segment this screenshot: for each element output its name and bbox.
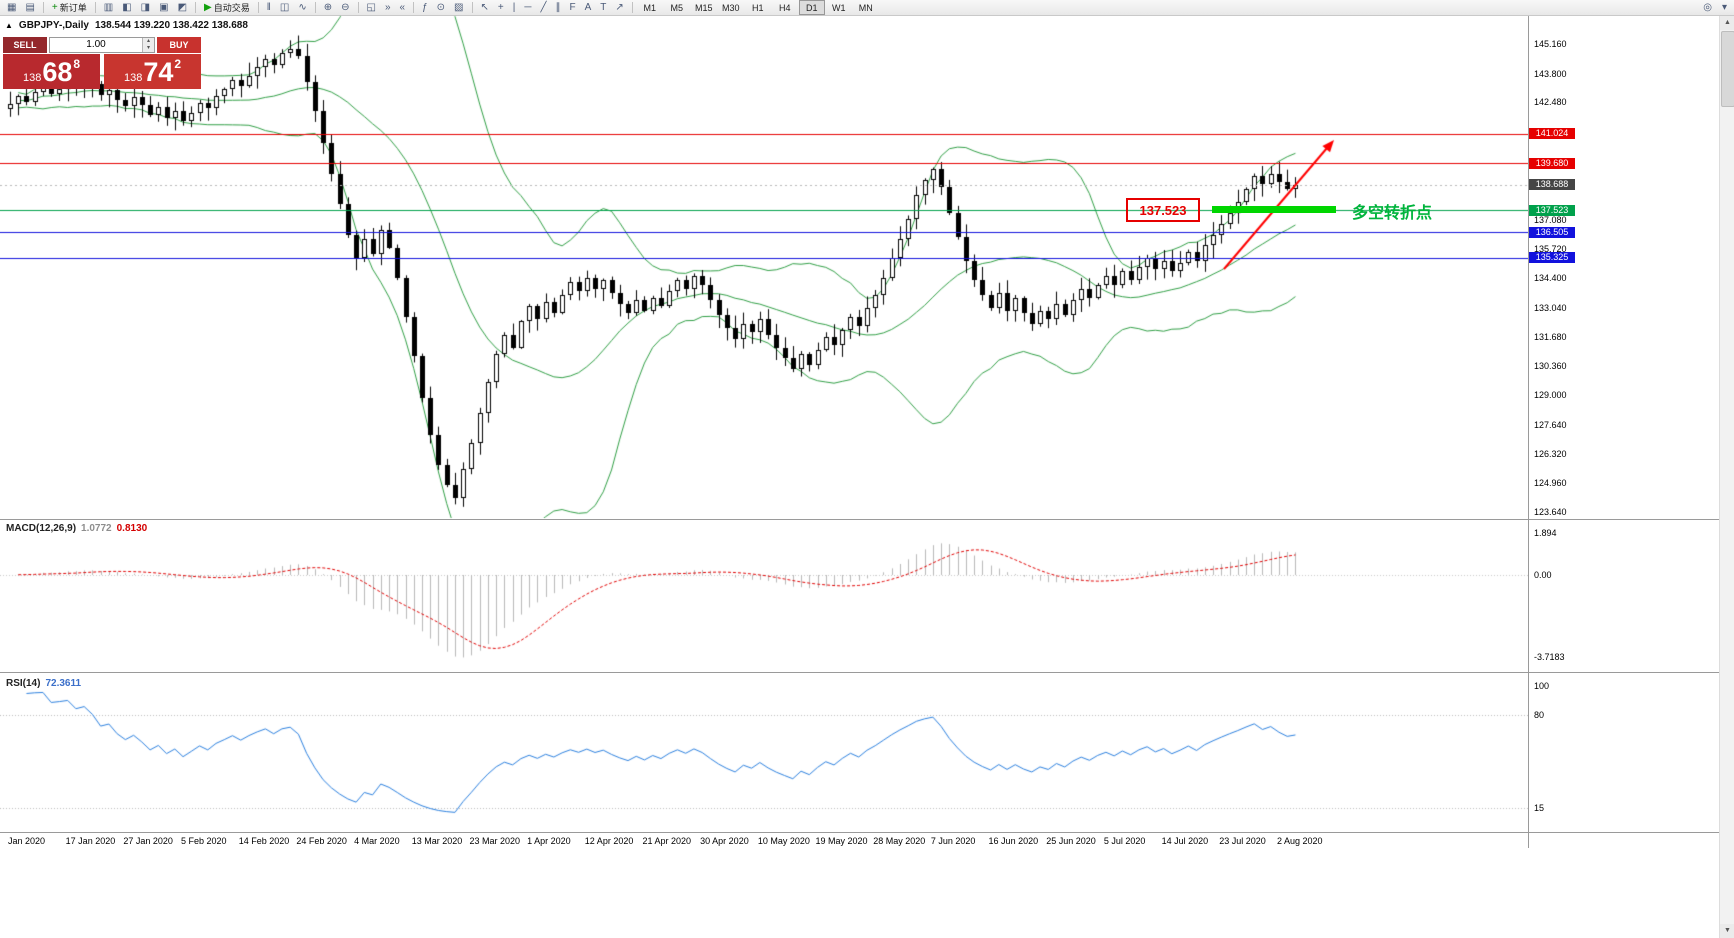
date-label: 13 Mar 2020	[411, 836, 463, 846]
rsi-scale-tick: 100	[1534, 681, 1550, 691]
price-scale-tick: 135.720	[1534, 244, 1567, 255]
date-label: 2 Aug 2020	[1276, 836, 1323, 846]
price-tag-135.325: 135.325	[1529, 252, 1575, 264]
date-label: Jan 2020	[8, 836, 46, 846]
toolbar-overflow-icon[interactable]: ▾	[1718, 0, 1731, 16]
date-label: 27 Jan 2020	[123, 836, 173, 846]
scrollbar-thumb[interactable]	[1721, 31, 1734, 107]
date-label: 24 Feb 2020	[296, 836, 347, 846]
price-scale-tick: 143.800	[1534, 68, 1567, 79]
date-label: 5 Jul 2020	[1103, 836, 1146, 846]
price-tag-139.680: 139.680	[1529, 157, 1575, 169]
chart-symbol-period: GBPJPY-,Daily	[18, 20, 89, 31]
bid-prefix: 138	[22, 72, 42, 84]
time-axis-separator	[0, 832, 1734, 833]
price-scale-tick: 134.400	[1534, 272, 1567, 283]
date-label: 7 Jun 2020	[930, 836, 976, 846]
date-label: 23 Jul 2020	[1219, 836, 1266, 846]
bid-pipette: 8	[73, 57, 81, 71]
macd-label: MACD(12,26,9) 1.0772 0.8130	[6, 523, 147, 534]
buy-button[interactable]: BUY	[157, 37, 201, 53]
one-click-top-row: SELL 1.00 ▴ ▾ BUY	[3, 37, 201, 53]
date-label: 14 Jul 2020	[1161, 836, 1209, 846]
date-label: 23 Mar 2020	[469, 836, 520, 846]
price-scale-tick: 137.080	[1534, 214, 1567, 225]
price-scale-tick: 130.360	[1534, 360, 1567, 371]
rsi-scale-tick: 80	[1534, 709, 1545, 720]
price-scale-tick: 124.960	[1534, 478, 1567, 489]
macd-main-value: 1.0772	[81, 523, 112, 534]
one-click-prices: 138 68 8 138 74 2	[3, 54, 201, 89]
date-label: 12 Apr 2020	[584, 836, 634, 846]
macd-scale-tick: -3.7183	[1534, 652, 1565, 663]
date-label: 30 Apr 2020	[700, 836, 749, 846]
scroll-up-button[interactable]: ▲	[1720, 16, 1734, 30]
pane-separator[interactable]	[0, 519, 1734, 520]
chinese-annotation-text[interactable]: 多空转折点	[1352, 205, 1433, 222]
one-click-toggle-icon[interactable]: ▲	[5, 21, 13, 30]
price-tag-138.688: 138.688	[1529, 179, 1575, 191]
chart-canvas[interactable]	[0, 0, 1528, 848]
price-scale[interactable]: 145.160 143.800 142.480 137.080 135.720 134.4…	[1529, 0, 1719, 848]
ask-prefix: 138	[123, 72, 143, 84]
date-label: 10 May 2020	[757, 836, 810, 846]
sell-price-button[interactable]: 138 68 8	[3, 54, 100, 89]
price-tag-141.024: 141.024	[1529, 128, 1575, 140]
macd-scale-tick: 1.894	[1534, 528, 1557, 538]
price-scale-tick: 129.000	[1534, 390, 1567, 401]
buy-price-button[interactable]: 138 74 2	[104, 54, 201, 89]
price-scale-tick: 123.640	[1534, 506, 1567, 517]
volume-increase-button[interactable]: ▴	[143, 38, 154, 45]
date-label: 19 May 2020	[815, 836, 868, 846]
time-axis[interactable]: Jan 2020 17 Jan 2020 27 Jan 2020 5 Feb 2020…	[0, 834, 1528, 848]
date-label: 25 Jun 2020	[1046, 836, 1096, 846]
thick-green-level-segment[interactable]	[1212, 206, 1336, 213]
scroll-down-button[interactable]: ▼	[1720, 924, 1734, 938]
date-label: 4 Mar 2020	[354, 836, 400, 846]
toolbar-overflow-icon: ▾	[1721, 1, 1727, 13]
search-icon: ◎	[1703, 1, 1712, 13]
rsi-scale-tick: 15	[1534, 803, 1545, 814]
price-scale-tick: 131.680	[1534, 332, 1567, 343]
chart-ohlc-values: 138.544 139.220 138.422 138.688	[94, 20, 248, 31]
date-label: 21 Apr 2020	[642, 836, 692, 846]
search-icon[interactable]: ◎	[1699, 0, 1716, 16]
date-label: 17 Jan 2020	[65, 836, 116, 846]
toolbar-right-group: ◎ ▾	[1699, 0, 1731, 16]
macd-signal-value: 0.8130	[116, 523, 148, 534]
rsi-value: 72.3611	[45, 678, 82, 689]
volume-spinner: ▴ ▾	[142, 38, 154, 52]
price-scale-tick: 133.040	[1534, 302, 1567, 313]
chart-header: ▲ GBPJPY-,Daily 138.544 139.220 138.422 …	[5, 20, 248, 31]
price-scale-tick: 127.640	[1534, 420, 1567, 430]
date-label: 1 Apr 2020	[527, 836, 571, 846]
date-label: 5 Feb 2020	[181, 836, 227, 846]
price-scale-tick: 145.160	[1534, 39, 1567, 49]
sell-button[interactable]: SELL	[3, 37, 47, 53]
date-label: 28 May 2020	[873, 836, 926, 846]
rsi-name: RSI(14)	[6, 678, 41, 689]
vertical-scrollbar[interactable]: ▲ ▼	[1719, 16, 1734, 938]
volume-field[interactable]: 1.00 ▴ ▾	[49, 37, 155, 53]
price-level-annotation-box[interactable]: 137.523	[1126, 198, 1200, 222]
ask-big-digits: 74	[143, 56, 174, 87]
price-tag-137.523: 137.523	[1529, 204, 1575, 216]
rsi-label: RSI(14) 72.3611	[6, 678, 81, 689]
bid-big-digits: 68	[42, 56, 73, 87]
date-label: 14 Feb 2020	[238, 836, 290, 846]
volume-decrease-button[interactable]: ▾	[143, 45, 154, 52]
volume-value[interactable]: 1.00	[86, 39, 106, 50]
price-scale-tick: 142.480	[1534, 97, 1567, 108]
price-tag-136.505: 136.505	[1529, 226, 1575, 238]
macd-name: MACD(12,26,9)	[6, 523, 77, 534]
pane-separator[interactable]	[0, 672, 1734, 673]
ask-pipette: 2	[174, 57, 182, 71]
date-label: 16 Jun 2020	[988, 836, 1039, 846]
one-click-trading-panel: SELL 1.00 ▴ ▾ BUY 138 68 8 138 74 2	[3, 37, 201, 89]
price-scale-tick: 126.320	[1534, 448, 1567, 459]
macd-scale-tick: 0.00	[1534, 570, 1552, 580]
price-scale-separator	[1528, 16, 1529, 848]
